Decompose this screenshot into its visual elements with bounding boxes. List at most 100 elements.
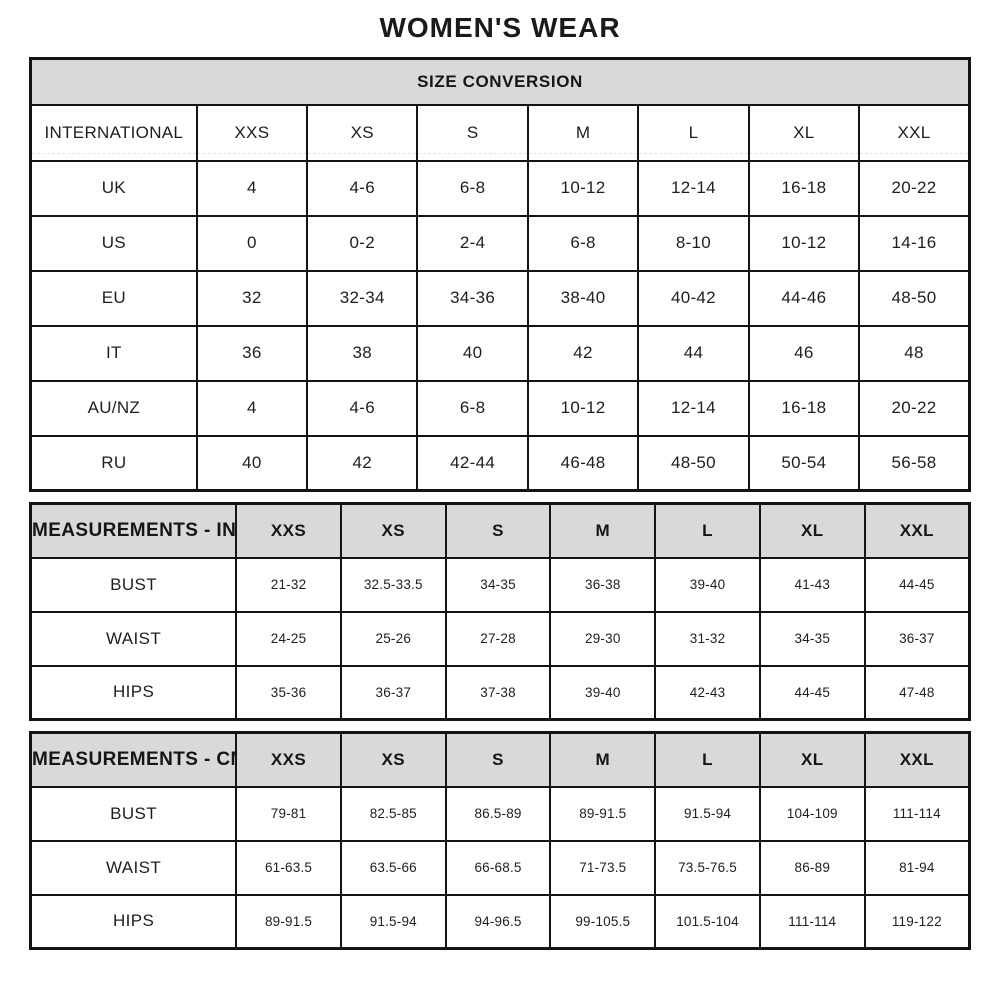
measurements-in-title: MEASUREMENTS - IN: [29, 502, 238, 559]
measurement-cell: 42-43: [654, 664, 761, 721]
size-col-m: M: [549, 731, 657, 788]
row-label: HIPS: [29, 664, 238, 721]
measurement-cell: 36-37: [863, 610, 971, 667]
size-cell: 48-50: [858, 269, 971, 327]
measurement-cell: 35-36: [235, 664, 342, 721]
size-col-xxs: XXS: [235, 731, 342, 788]
row-label: UK: [29, 159, 198, 217]
measurements-in-table: MEASUREMENTS - IN XXS XS S M L XL XXL BU…: [29, 502, 971, 721]
size-col-xxl: XXL: [863, 502, 971, 559]
size-cell: 46: [747, 324, 861, 382]
row-label: HIPS: [29, 893, 238, 950]
table-row-eu: EU 32 32-34 34-36 38-40 40-42 44-46 48-5…: [29, 269, 971, 327]
table-row-it: IT 36 38 40 42 44 46 48: [29, 324, 971, 382]
measurement-cell: 73.5-76.5: [654, 839, 761, 896]
measurement-cell: 81-94: [863, 839, 971, 896]
measurement-cell: 89-91.5: [235, 893, 342, 950]
table-row-us: US 0 0-2 2-4 6-8 8-10 10-12 14-16: [29, 214, 971, 272]
measurement-cell: 36-38: [549, 556, 657, 613]
table-row-ru: RU 40 42 42-44 46-48 48-50 50-54 56-58: [29, 434, 971, 492]
size-col-xs: XS: [339, 502, 447, 559]
table-row-waist-cm: WAIST 61-63.5 63.5-66 66-68.5 71-73.5 73…: [29, 839, 971, 896]
table-row-waist-in: WAIST 24-25 25-26 27-28 29-30 31-32 34-3…: [29, 610, 971, 667]
measurement-cell: 61-63.5: [235, 839, 342, 896]
size-col-l: L: [637, 103, 750, 162]
size-cell: 38-40: [526, 269, 640, 327]
measurement-cell: 86-89: [758, 839, 866, 896]
table-row-hips-cm: HIPS 89-91.5 91.5-94 94-96.5 99-105.5 10…: [29, 893, 971, 950]
measurements-cm-table: MEASUREMENTS - CM XXS XS S M L XL XXL BU…: [29, 731, 971, 950]
size-col-xl: XL: [758, 502, 866, 559]
row-label: AU/NZ: [29, 379, 198, 437]
table-row-bust-in: BUST 21-32 32.5-33.5 34-35 36-38 39-40 4…: [29, 556, 971, 613]
measurement-cell: 99-105.5: [549, 893, 657, 950]
size-col-s: S: [416, 103, 529, 162]
size-cell: 4-6: [306, 379, 419, 437]
size-cell: 38: [306, 324, 419, 382]
table-row-bust-cm: BUST 79-81 82.5-85 86.5-89 89-91.5 91.5-…: [29, 785, 971, 842]
size-cell: 50-54: [747, 434, 861, 492]
measurement-cell: 82.5-85: [339, 785, 447, 842]
size-cell: 14-16: [858, 214, 971, 272]
size-cell: 0-2: [306, 214, 419, 272]
size-col-xxl: XXL: [858, 103, 971, 162]
measurement-cell: 34-35: [758, 610, 866, 667]
size-cell: 20-22: [858, 159, 971, 217]
size-col-l: L: [654, 731, 761, 788]
size-cell: 40: [195, 434, 309, 492]
measurement-cell: 111-114: [758, 893, 866, 950]
measurement-cell: 66-68.5: [444, 839, 552, 896]
measurement-cell: 31-32: [654, 610, 761, 667]
row-label: WAIST: [29, 610, 238, 667]
measurement-cell: 39-40: [654, 556, 761, 613]
size-cell: 4: [195, 379, 309, 437]
measurement-cell: 32.5-33.5: [339, 556, 447, 613]
size-cell: 6-8: [416, 159, 529, 217]
measurement-cell: 94-96.5: [444, 893, 552, 950]
size-cell: 40: [416, 324, 529, 382]
measurement-cell: 79-81: [235, 785, 342, 842]
size-cell: 34-36: [416, 269, 529, 327]
size-col-m: M: [549, 502, 657, 559]
size-col-xl: XL: [747, 103, 861, 162]
size-cell: 10-12: [747, 214, 861, 272]
measurement-cell: 29-30: [549, 610, 657, 667]
measurement-cell: 25-26: [339, 610, 447, 667]
measurement-cell: 44-45: [863, 556, 971, 613]
row-label: RU: [29, 434, 198, 492]
measurement-cell: 101.5-104: [654, 893, 761, 950]
measurement-cell: 111-114: [863, 785, 971, 842]
size-col-s: S: [444, 731, 552, 788]
size-cell: 32: [195, 269, 309, 327]
size-col-l: L: [654, 502, 761, 559]
size-cell: 44-46: [747, 269, 861, 327]
size-cell: 6-8: [416, 379, 529, 437]
size-cell: 10-12: [526, 159, 640, 217]
size-cell: 20-22: [858, 379, 971, 437]
size-cell: 48-50: [637, 434, 750, 492]
size-cell: 12-14: [637, 159, 750, 217]
size-cell: 4: [195, 159, 309, 217]
measurement-cell: 44-45: [758, 664, 866, 721]
size-cell: 46-48: [526, 434, 640, 492]
size-cell: 42: [526, 324, 640, 382]
size-cell: 12-14: [637, 379, 750, 437]
row-label: WAIST: [29, 839, 238, 896]
size-cell: 32-34: [306, 269, 419, 327]
measurement-cell: 91.5-94: [339, 893, 447, 950]
measurement-cell: 63.5-66: [339, 839, 447, 896]
size-cell: 0: [195, 214, 309, 272]
size-cell: 42: [306, 434, 419, 492]
size-cell: 4-6: [306, 159, 419, 217]
measurement-cell: 21-32: [235, 556, 342, 613]
size-cell: 2-4: [416, 214, 529, 272]
size-col-s: S: [444, 502, 552, 559]
measurement-cell: 71-73.5: [549, 839, 657, 896]
table-row-hips-in: HIPS 35-36 36-37 37-38 39-40 42-43 44-45…: [29, 664, 971, 721]
size-col-xs: XS: [339, 731, 447, 788]
measurement-cell: 41-43: [758, 556, 866, 613]
measurement-cell: 27-28: [444, 610, 552, 667]
size-conversion-title: SIZE CONVERSION: [29, 57, 971, 106]
measurement-cell: 91.5-94: [654, 785, 761, 842]
